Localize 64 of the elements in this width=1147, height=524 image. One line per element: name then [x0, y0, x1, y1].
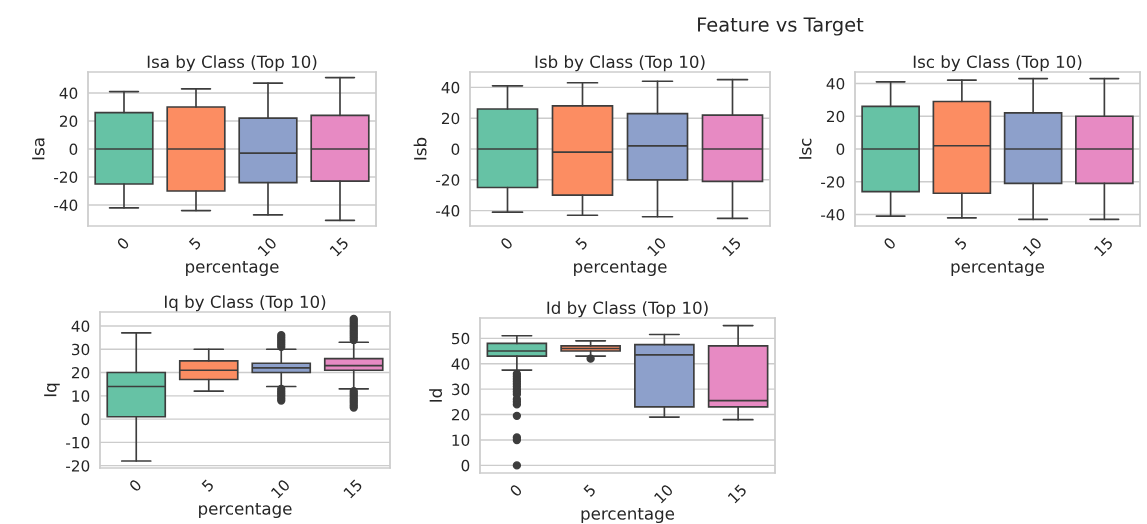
x-axis-title: percentage [186, 260, 279, 277]
x-tick-label: 0 [882, 236, 897, 251]
x-tick-label: 10 [646, 236, 667, 257]
y-tick-label: 20 [71, 367, 90, 379]
y-tick-label: -10 [66, 436, 90, 449]
y-axis-title: Isa [32, 138, 45, 160]
y-tick-label: 0 [81, 413, 90, 426]
chart-title: Iq by Class (Top 10) [164, 295, 326, 312]
y-tick-label: -20 [54, 171, 78, 184]
x-tick-label: 15 [721, 237, 742, 257]
y-tick-label: 0 [69, 143, 78, 156]
x-tick-label: 5 [575, 237, 589, 251]
y-axis-title: Isc [799, 138, 812, 159]
y-tick-label: -20 [436, 174, 460, 186]
y-tick-label: -40 [821, 209, 845, 221]
y-tick-label: 10 [72, 390, 90, 402]
x-tick-label: 5 [954, 237, 968, 251]
y-tick-label: -40 [436, 205, 460, 217]
x-tick-label: 0 [116, 236, 130, 251]
x-axis-title: percentage [581, 507, 675, 524]
y-tick-label: 10 [452, 434, 470, 446]
x-tick-label: 10 [653, 483, 674, 504]
y-tick-label: 40 [71, 320, 90, 332]
x-tick-label: 0 [128, 478, 143, 493]
x-axis-title: percentage [951, 260, 1045, 277]
y-tick-label: 0 [836, 143, 845, 156]
x-tick-label: 15 [727, 484, 748, 504]
y-axis-title: Id [429, 389, 443, 402]
y-tick-label: 40 [826, 77, 845, 90]
y-axis-title: Iq [44, 383, 60, 397]
text: Feature vs Target [698, 17, 864, 36]
y-axis-title: Isb [413, 137, 427, 160]
x-tick-label: 15 [329, 237, 350, 257]
y-tick-label: -20 [821, 176, 845, 188]
x-tick-label: 10 [257, 236, 278, 257]
y-tick-label: 0 [461, 459, 470, 472]
y-tick-label: 40 [441, 81, 460, 94]
y-tick-label: 20 [441, 112, 460, 125]
x-tick-label: 0 [509, 483, 523, 498]
chart-title: Isb by Class (Top 10) [535, 55, 705, 72]
y-tick-label: 30 [72, 343, 90, 356]
y-tick-label: 30 [452, 383, 470, 396]
x-tick-label: 10 [1022, 236, 1043, 257]
x-tick-label: 15 [343, 479, 363, 499]
x-axis-title: percentage [199, 502, 292, 519]
y-tick-label: 20 [451, 409, 470, 421]
x-tick-label: 15 [1093, 237, 1114, 257]
y-tick-label: 50 [452, 332, 470, 345]
x-tick-label: 5 [583, 484, 597, 498]
y-tick-label: 40 [59, 87, 78, 100]
y-tick-label: 20 [826, 110, 845, 123]
x-tick-label: 5 [201, 479, 215, 493]
chart-title: Isc by Class (Top 10) [913, 55, 1082, 72]
y-tick-label: 40 [451, 358, 470, 370]
x-axis-title: percentage [574, 260, 667, 277]
x-tick-label: 10 [270, 478, 291, 499]
y-tick-label: -20 [66, 460, 90, 472]
chart-title: Isa by Class (Top 10) [147, 55, 317, 72]
y-tick-label: 20 [59, 115, 78, 128]
x-tick-label: 5 [188, 237, 202, 251]
chart-title: Id by Class (Top 10) [547, 301, 708, 318]
x-tick-label: 0 [499, 236, 514, 251]
y-tick-label: -40 [54, 199, 78, 212]
y-tick-label: 0 [451, 143, 460, 156]
